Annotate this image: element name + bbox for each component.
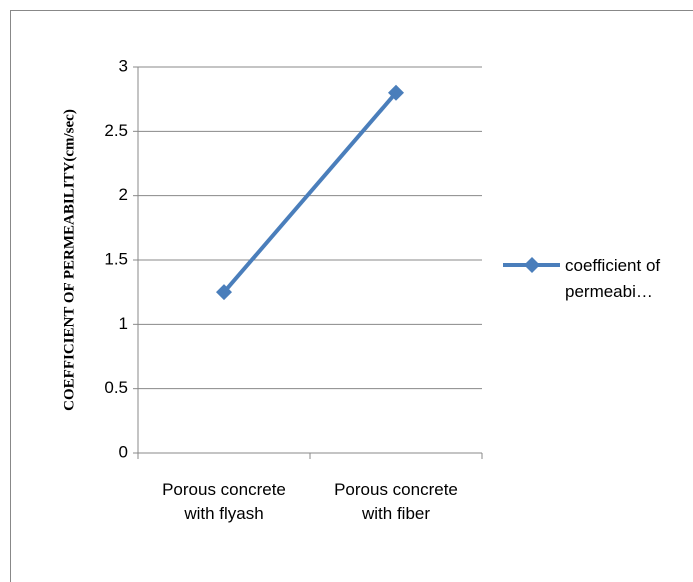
y-tick-label: 3: [119, 56, 128, 75]
x-tick-label: Porous concrete with flyash: [162, 480, 286, 523]
y-axis-title: COEFFICIENT OF PERMEABILITY(cm/sec): [61, 109, 77, 411]
y-tick-label: 0.5: [104, 378, 128, 397]
x-tick-label: Porous concrete with fiber: [334, 480, 458, 523]
legend-marker: [524, 257, 540, 273]
marker: [388, 84, 404, 101]
marker: [216, 284, 232, 301]
legend-label: coefficient of permeabi…: [565, 256, 661, 301]
y-tick-label: 1.5: [104, 249, 128, 268]
y-tick-label: 1: [119, 314, 128, 333]
chart-border: [10, 10, 693, 582]
y-tick-label: 2.5: [104, 121, 128, 140]
y-tick-label: 2: [119, 185, 128, 204]
y-tick-label: 0: [119, 442, 128, 461]
line: [222, 91, 398, 294]
